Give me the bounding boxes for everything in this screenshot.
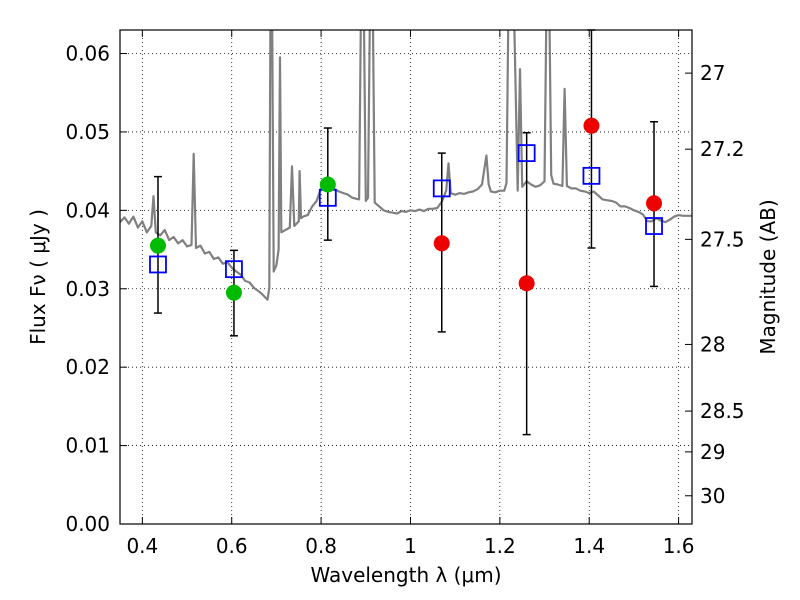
spectrum-layer: [120, 30, 692, 301]
y2-axis-title: Magnitude (AB): [756, 199, 780, 354]
y2-tick-label: 28: [700, 332, 725, 356]
model-photometry-square: [645, 217, 663, 235]
observed-nir-point: [583, 117, 600, 134]
marker-layer: [149, 117, 663, 301]
x-tick-label: 0.6: [216, 534, 248, 558]
model-photometry-square: [149, 255, 167, 274]
observed-nir-point: [646, 195, 663, 212]
x-tick-label: 1.4: [573, 534, 605, 558]
model-photometry-square: [432, 179, 451, 198]
x-tick-label: 1.2: [484, 534, 516, 558]
x-tick-label: 0.4: [126, 534, 158, 558]
observed-optical-point: [319, 176, 336, 193]
y2-tick-label: 27.5: [700, 227, 745, 251]
grid-lines: [120, 30, 692, 525]
y-tick-label: 0.03: [65, 277, 110, 301]
y-tick-label: 0.01: [65, 434, 110, 458]
x-tick-label: 0.8: [305, 534, 337, 558]
y2-tick-label: 30: [700, 484, 725, 508]
observed-optical-point: [149, 237, 166, 254]
observed-optical-point: [225, 284, 242, 301]
y2-tick-label: 27.2: [700, 137, 745, 161]
x-axis-title: Wavelength λ (μm): [310, 563, 501, 587]
model-photometry-square: [582, 166, 601, 185]
y2-tick-label: 27: [700, 61, 725, 85]
model-photometry-square: [225, 260, 243, 279]
observed-nir-point: [433, 235, 450, 252]
errorbar-layer: [153, 29, 659, 436]
y2-tick-label: 29: [700, 440, 725, 464]
model-photometry-square: [517, 144, 536, 163]
observed-nir-point: [518, 275, 535, 292]
x-tick-label: 1: [404, 534, 417, 558]
plot-frame: [119, 29, 693, 525]
y-tick-label: 0.02: [65, 355, 110, 379]
tick-layer: 0.4 0.6 0.8 1 1.2 1.4 1.6 0.00 0.01 0.02 0.03 0.04 0…: [65, 30, 745, 558]
y-tick-label: 0.05: [65, 120, 110, 144]
x-tick-label: 1.6: [663, 534, 695, 558]
y-axis-title: Flux Fν ( μJy ): [26, 209, 50, 345]
y2-tick-label: 28.5: [700, 399, 745, 423]
model-spectrum-line: [120, 30, 692, 301]
y-tick-label: 0.06: [65, 42, 110, 66]
y-tick-label: 0.04: [65, 198, 110, 222]
y-tick-label: 0.00: [65, 512, 110, 536]
